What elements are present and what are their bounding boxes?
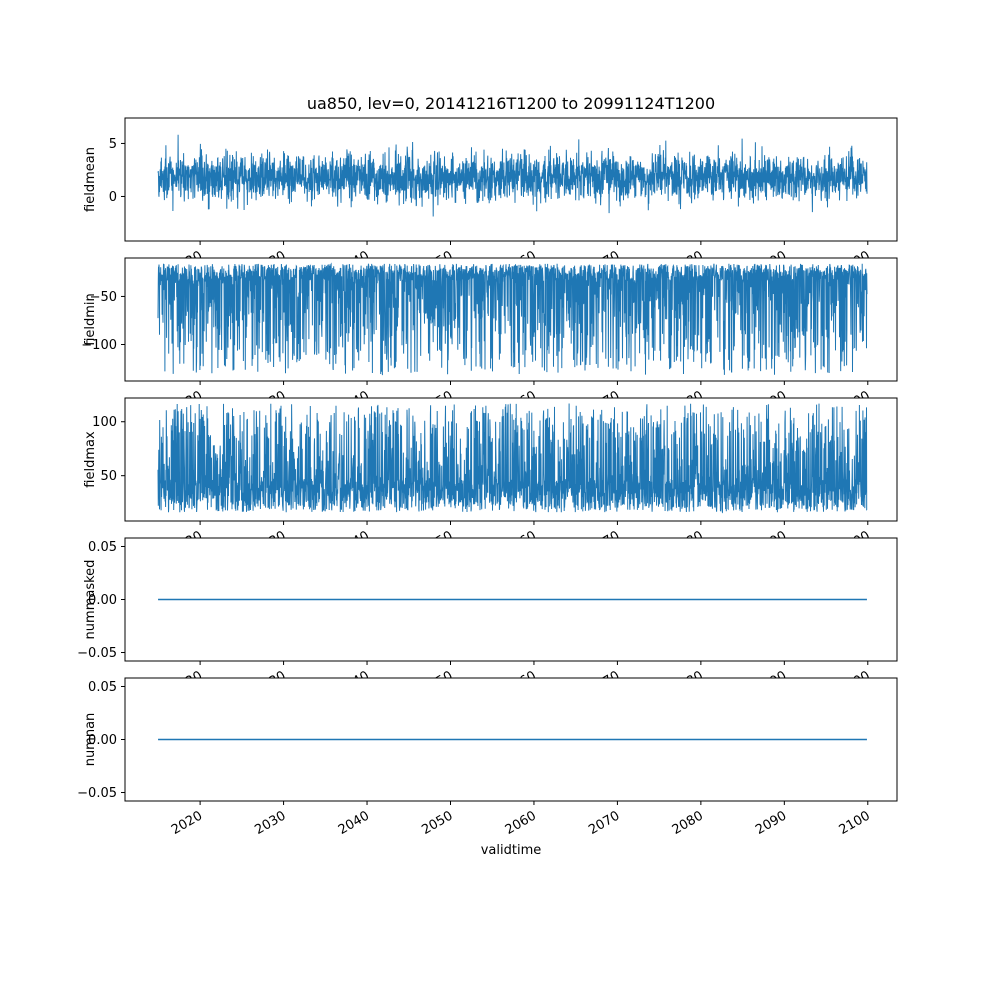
- y-tick-label: −0.05: [77, 646, 117, 661]
- y-tick-label: 0.05: [88, 680, 117, 695]
- y-tick-label: 50: [100, 469, 117, 484]
- subplot-fieldmax: 5010020202030204020502060207020802090210…: [83, 397, 898, 558]
- x-tick-label: 2060: [503, 808, 539, 838]
- x-axis-label: validtime: [480, 843, 542, 858]
- x-tick-label: 2050: [419, 808, 455, 838]
- x-tick-label: 2080: [670, 808, 706, 838]
- y-tick-label: 5: [109, 137, 117, 152]
- x-tick-label: 2030: [252, 808, 288, 838]
- y-tick-label: 0.00: [88, 733, 117, 748]
- y-axis-label: fieldmean: [83, 147, 98, 212]
- series-line: [157, 262, 868, 376]
- y-tick-label: 0.05: [88, 540, 117, 555]
- y-axis-label: nummasked: [83, 560, 98, 640]
- y-tick-label: 100: [92, 415, 117, 430]
- y-tick-label: 0.00: [88, 593, 117, 608]
- x-tick-label: 2020: [169, 808, 205, 838]
- x-tick-label: 2090: [753, 808, 789, 838]
- chart-title: ua850, lev=0, 20141216T1200 to 20991124T…: [306, 94, 716, 113]
- y-axis-label: fieldmax: [83, 431, 98, 488]
- subplot-fieldmin: −50−100202020302040205020602070208020902…: [81, 257, 898, 418]
- x-tick-label: 2040: [336, 808, 372, 838]
- y-tick-label: 0: [109, 190, 117, 205]
- subplot-fieldmean: 05202020302040205020602070208020902100fi…: [83, 117, 898, 278]
- subplot-numnan: 0.05 0.00 −0.05 2020 2030 2040 2050 2060 2070 208…: [77, 677, 898, 838]
- y-tick-label: −100: [81, 338, 117, 353]
- y-tick-label: −0.05: [77, 786, 117, 801]
- x-tick-label: 2070: [586, 808, 622, 838]
- series-line: [157, 134, 868, 217]
- x-tick-label: 2100: [837, 808, 873, 838]
- y-axis-label: fieldmin: [83, 293, 98, 346]
- y-axis-label: numnan: [83, 713, 98, 767]
- y-tick-label: −50: [90, 290, 117, 305]
- subplot-nummasked: 0.050.00−0.05202020302040205020602070208…: [77, 537, 898, 698]
- series-line: [157, 403, 868, 514]
